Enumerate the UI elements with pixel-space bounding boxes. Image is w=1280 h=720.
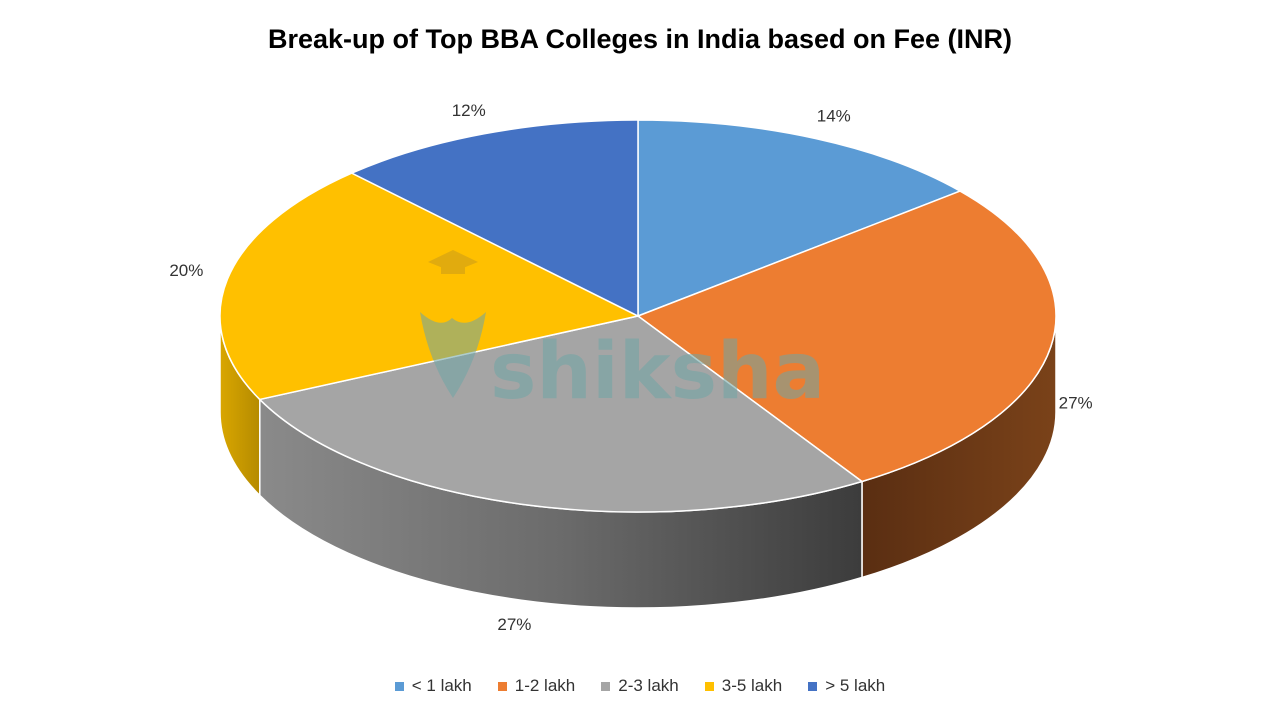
legend-label: > 5 lakh [825, 676, 886, 695]
legend: < 1 lakh 1-2 lakh 2-3 lakh 3-5 lakh > 5 lakh [0, 676, 1280, 696]
legend-swatch [497, 681, 507, 691]
data-labels: 14% 27% 27% 20% 12% [169, 101, 1092, 634]
legend-label: 3-5 lakh [721, 676, 783, 695]
watermark-logo: shiksha [420, 250, 825, 417]
legend-entry-1: < 1 lakh [394, 676, 472, 696]
watermark-text: shiksha [490, 327, 825, 417]
legend-entry-2: 1-2 lakh [497, 676, 576, 696]
legend-swatch [808, 681, 818, 691]
data-label-3: 27% [497, 615, 531, 634]
pie-slice-3 [258, 315, 864, 513]
pie-slice-4 [219, 172, 641, 401]
data-label-2: 27% [1059, 394, 1093, 413]
legend-label: 2-3 lakh [618, 676, 679, 695]
legend-swatch [394, 681, 404, 691]
data-label-1: 14% [817, 106, 851, 125]
data-label-5: 12% [452, 101, 486, 120]
pie-slice-1 [637, 119, 962, 318]
data-label-4: 20% [169, 261, 203, 280]
legend-swatch [704, 681, 714, 691]
chart-title: Break-up of Top BBA Colleges in India ba… [267, 24, 1013, 54]
legend-entry-3: 2-3 lakh [601, 676, 679, 696]
legend-entry-4: 3-5 lakh [704, 676, 783, 696]
legend-entry-5: > 5 lakh [808, 676, 885, 696]
pie-slices [219, 119, 1057, 513]
legend-label: 1-2 lakh [514, 676, 576, 695]
legend-swatch [601, 681, 611, 691]
pie-slice-2 [636, 190, 1057, 483]
pie-slice-5 [350, 119, 639, 318]
legend-label: < 1 lakh [411, 676, 472, 695]
